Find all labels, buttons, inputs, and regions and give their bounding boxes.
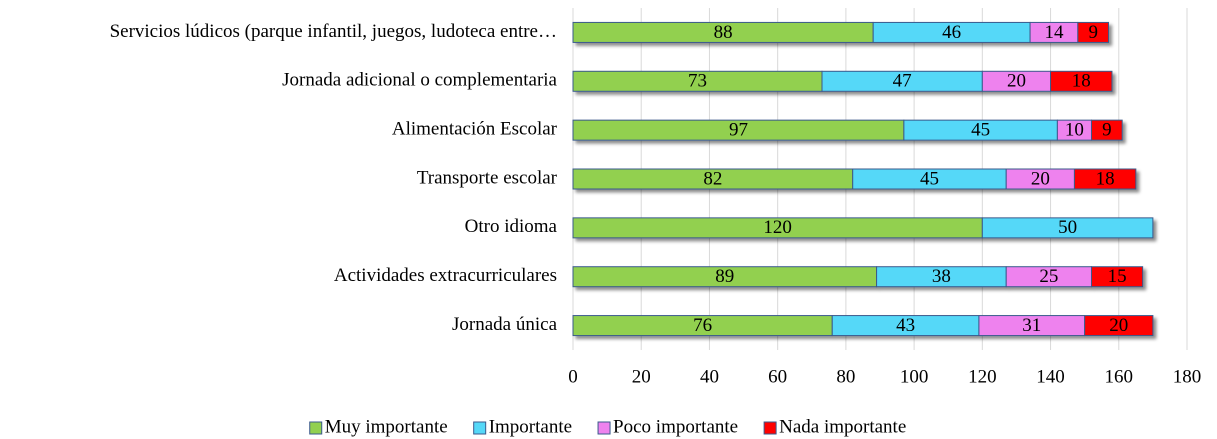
bar [1050,70,1113,92]
x-tick-label: 160 [1105,366,1134,387]
data-label: 38 [932,266,951,287]
data-label: 15 [1108,266,1127,287]
data-label: 18 [1072,71,1091,92]
legend-label: Nada importante [779,416,906,437]
bar-row [572,119,1123,141]
data-label: 31 [1022,315,1041,336]
x-tick-label: 80 [836,366,855,387]
y-tick-label: Alimentación Escolar [392,119,558,140]
legend-label: Poco importante [613,416,738,437]
data-label: 73 [688,71,707,92]
bar [1073,168,1137,190]
bar-row [572,168,1137,190]
data-label: 9 [1088,22,1098,43]
bar-row [572,21,1110,43]
legend-swatch [597,421,611,435]
legend-label: Importante [489,416,572,437]
bar-row [572,315,1154,337]
data-label: 45 [971,120,990,141]
bar-row [572,217,1154,239]
data-label: 120 [763,217,792,238]
y-tick-label: Servicios lúdicos (parque infantil, jueg… [110,21,557,42]
data-label: 20 [1007,71,1026,92]
data-label: 14 [1044,22,1064,43]
bar [1090,119,1123,141]
x-tick-label: 40 [700,366,719,387]
y-tick-label: Jornada adicional o complementaria [282,70,557,91]
bar [1084,315,1154,337]
data-label: 45 [920,168,939,189]
data-label: 18 [1096,168,1115,189]
data-label: 20 [1109,315,1128,336]
data-label: 9 [1102,120,1112,141]
data-label: 88 [714,22,733,43]
bar [981,217,1154,239]
x-tick-label: 120 [968,366,997,387]
legend-swatch [763,421,777,435]
legend-swatch [309,421,323,435]
data-label: 47 [893,71,912,92]
data-label: 46 [942,22,961,43]
bar [1077,21,1110,43]
x-tick-label: 20 [632,366,651,387]
data-label: 10 [1065,120,1084,141]
data-label: 76 [693,315,712,336]
x-tick-label: 140 [1036,366,1065,387]
legend-swatch [473,421,487,435]
y-tick-label: Jornada única [452,314,558,335]
data-label: 82 [703,168,722,189]
y-tick-label: Actividades extracurriculares [334,265,557,286]
y-tick-label: Transporte escolar [417,167,558,188]
x-tick-label: 60 [768,366,787,387]
x-tick-label: 180 [1173,366,1202,387]
legend-label: Muy importante [325,416,448,437]
data-label: 50 [1058,217,1077,238]
x-tick-label: 0 [568,366,578,387]
y-tick-label: Otro idioma [465,216,558,237]
data-label: 89 [715,266,734,287]
bar-row [572,266,1144,288]
bar [1090,266,1144,288]
x-tick-label: 100 [900,366,929,387]
data-label: 43 [896,315,915,336]
data-label: 20 [1031,168,1050,189]
data-label: 97 [729,120,748,141]
bar-row [572,70,1113,92]
data-label: 25 [1039,266,1058,287]
